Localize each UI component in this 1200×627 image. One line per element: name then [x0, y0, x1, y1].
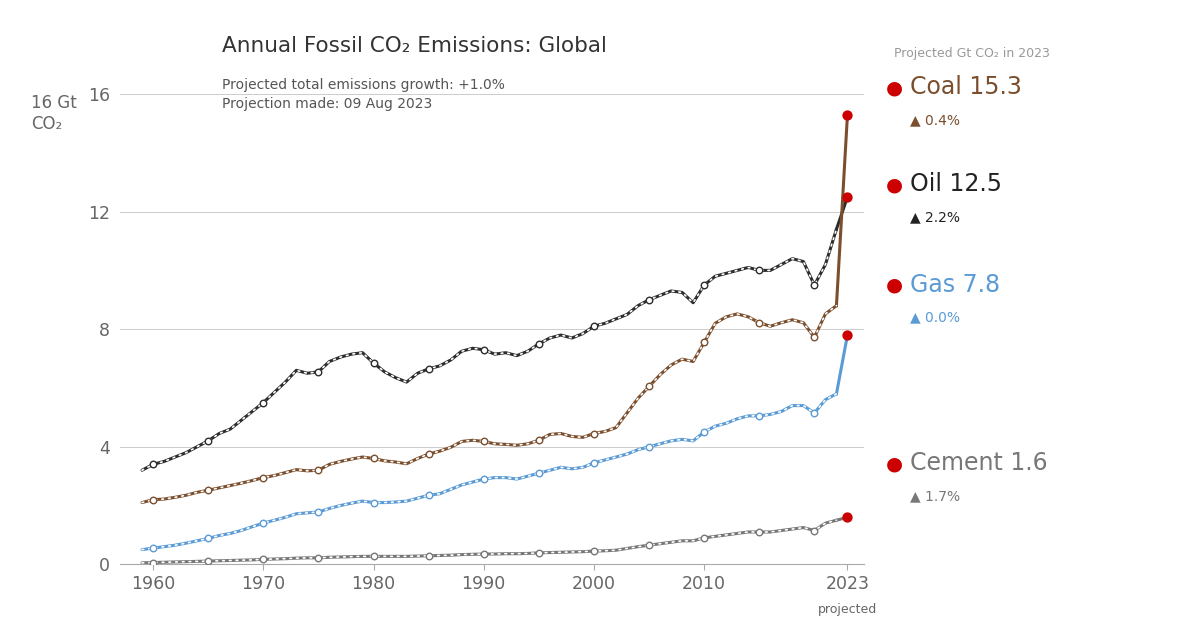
Point — [695, 533, 714, 543]
Point — [838, 192, 857, 202]
Point — [308, 553, 328, 563]
Point — [308, 507, 328, 517]
Text: ▲ 0.4%: ▲ 0.4% — [910, 113, 960, 127]
Point — [640, 295, 659, 305]
Text: Coal 15.3: Coal 15.3 — [910, 75, 1021, 99]
Point — [529, 339, 548, 349]
Point — [419, 449, 438, 459]
Point — [838, 110, 857, 120]
Point — [640, 540, 659, 551]
Point — [695, 427, 714, 437]
Point — [695, 337, 714, 347]
Point — [419, 364, 438, 374]
Point — [529, 548, 548, 558]
Point — [750, 265, 769, 275]
Point — [474, 345, 493, 355]
Point — [474, 474, 493, 484]
Point — [253, 554, 272, 564]
Point — [640, 441, 659, 451]
Text: 16 Gt
CO₂: 16 Gt CO₂ — [31, 94, 77, 133]
Text: ▲ 1.7%: ▲ 1.7% — [910, 489, 960, 503]
Text: Projection made: 09 Aug 2023: Projection made: 09 Aug 2023 — [222, 97, 432, 111]
Point — [584, 546, 604, 556]
Point — [144, 460, 163, 470]
Point — [838, 330, 857, 340]
Point — [474, 436, 493, 446]
Text: Projected total emissions growth: +1.0%: Projected total emissions growth: +1.0% — [222, 78, 505, 92]
Point — [529, 435, 548, 445]
Point — [695, 280, 714, 290]
Point — [364, 551, 383, 561]
Text: ▲ 2.2%: ▲ 2.2% — [910, 210, 960, 224]
Point — [584, 321, 604, 331]
Point — [474, 549, 493, 559]
Text: projected: projected — [818, 603, 877, 616]
Point — [144, 543, 163, 553]
Point — [253, 473, 272, 483]
Point — [750, 318, 769, 328]
Point — [805, 525, 824, 535]
Point — [308, 367, 328, 377]
Point — [364, 453, 383, 463]
Text: Gas 7.8: Gas 7.8 — [910, 273, 1000, 297]
Text: ●: ● — [886, 78, 902, 97]
Point — [838, 512, 857, 522]
Text: ●: ● — [886, 276, 902, 295]
Text: Oil 12.5: Oil 12.5 — [910, 172, 1002, 196]
Point — [198, 436, 217, 446]
Point — [419, 490, 438, 500]
Text: ▲ 0.0%: ▲ 0.0% — [910, 310, 960, 324]
Point — [364, 498, 383, 508]
Point — [198, 556, 217, 566]
Text: ●: ● — [886, 455, 902, 473]
Point — [308, 465, 328, 475]
Point — [584, 428, 604, 438]
Point — [144, 495, 163, 505]
Point — [529, 468, 548, 478]
Point — [584, 458, 604, 468]
Point — [144, 557, 163, 567]
Point — [750, 411, 769, 421]
Point — [364, 358, 383, 368]
Point — [419, 551, 438, 561]
Point — [198, 485, 217, 495]
Point — [253, 518, 272, 528]
Point — [198, 534, 217, 544]
Point — [750, 527, 769, 537]
Point — [805, 280, 824, 290]
Text: ●: ● — [886, 176, 902, 194]
Text: Projected Gt CO₂ in 2023: Projected Gt CO₂ in 2023 — [894, 47, 1050, 60]
Point — [253, 398, 272, 408]
Point — [640, 381, 659, 391]
Text: Cement 1.6: Cement 1.6 — [910, 451, 1048, 475]
Point — [805, 332, 824, 342]
Point — [805, 408, 824, 418]
Text: Annual Fossil CO₂ Emissions: Global: Annual Fossil CO₂ Emissions: Global — [222, 36, 607, 56]
